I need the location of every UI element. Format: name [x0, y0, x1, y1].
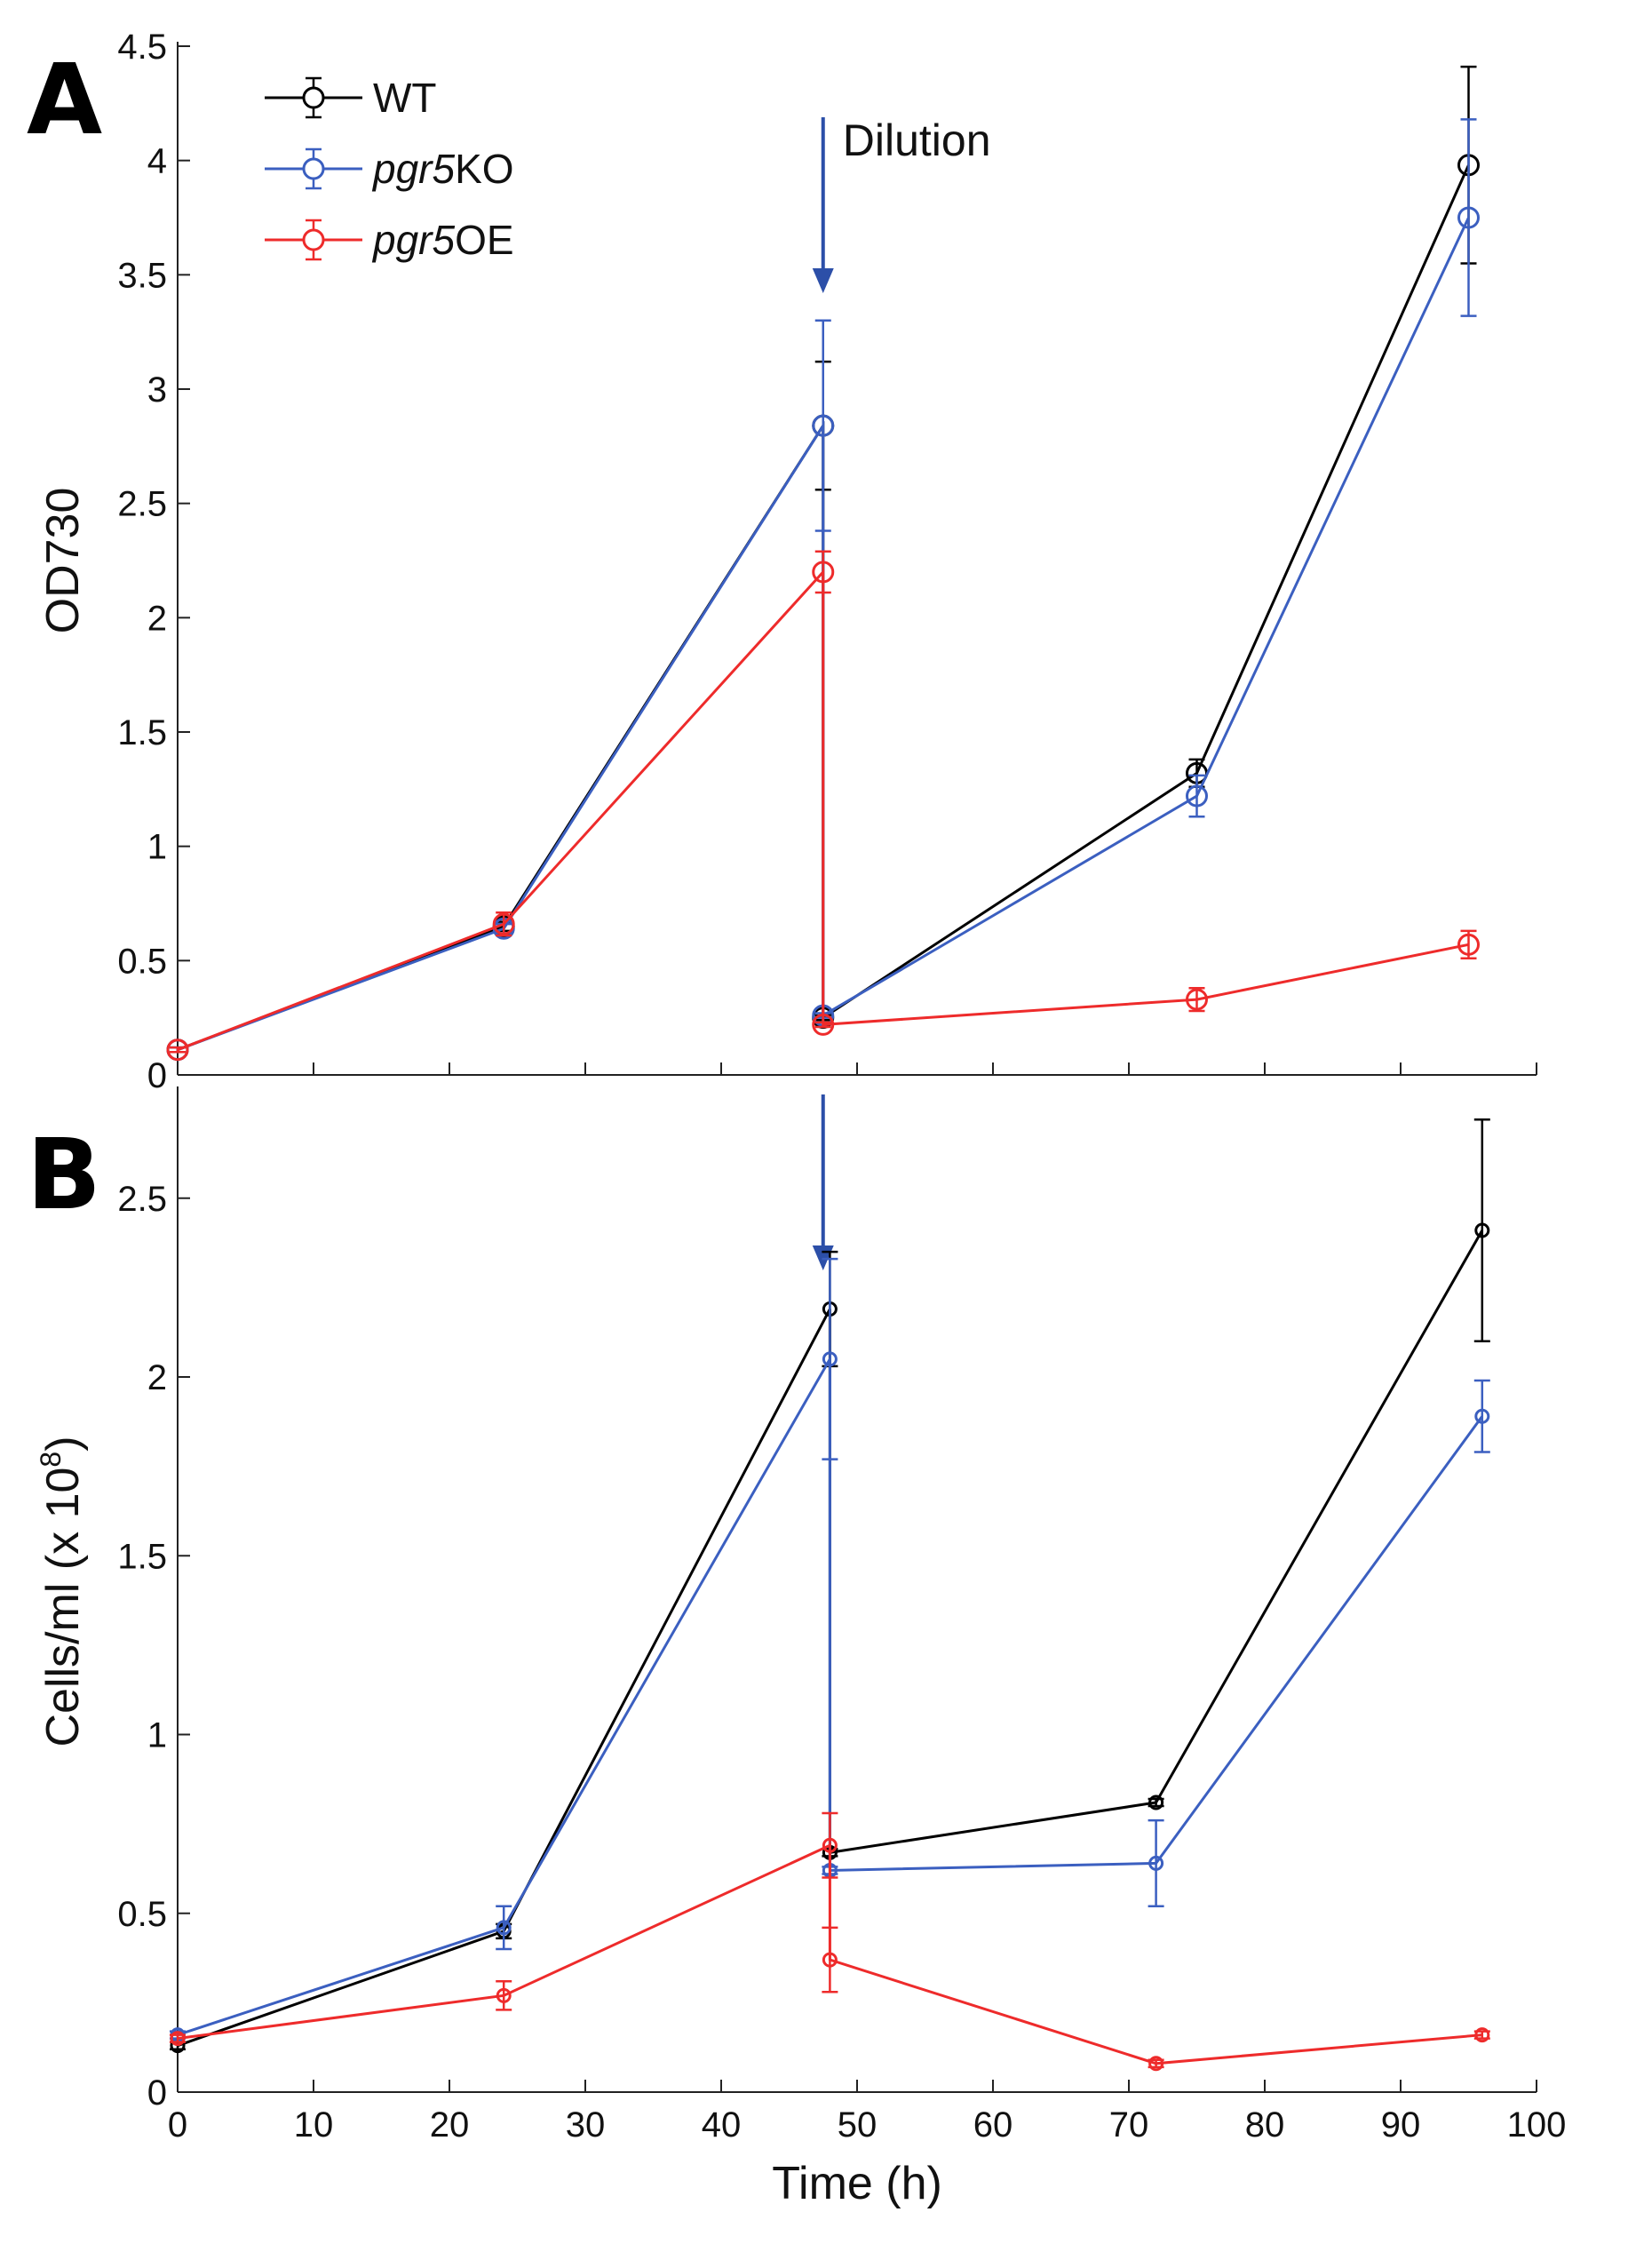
data-point [822, 1952, 838, 1968]
x-axis-title: Time (h) [772, 2158, 942, 2209]
legend-label-prefix: WT [373, 75, 437, 121]
y-axis-title-end: ) [37, 1436, 89, 1451]
y-tick-label: 2 [147, 1358, 167, 1397]
panel-a-plot: 0 0.5 1 1.5 2 2.5 3 3.5 4 4.5 OD730 A Dilution WT pgr5… [27, 28, 1537, 1095]
y-tick-label: 0 [147, 2073, 167, 2113]
y-tick-label: 0 [147, 1056, 167, 1095]
panel-label-a: A [27, 43, 102, 156]
x-tick-label: 90 [1381, 2105, 1421, 2145]
y-tick-label: 3.5 [117, 256, 167, 295]
data-point [1148, 1795, 1164, 1810]
series-pgr5oe [166, 550, 1480, 1062]
x-tick-label: 70 [1109, 2105, 1149, 2145]
y-tick-label: 0.5 [117, 942, 167, 981]
data-point [1148, 1855, 1164, 1871]
y-axis-title: OD730 [37, 488, 89, 634]
legend-label-wt: WT [373, 75, 437, 121]
data-point [822, 1837, 838, 1853]
x-tick-label: 60 [973, 2105, 1013, 2145]
legend-marker-oe [302, 228, 325, 251]
data-point [166, 1039, 189, 1062]
legend-label-prefix: pgr5 [371, 146, 455, 192]
y-tick-label: 4.5 [117, 28, 167, 67]
legend-label-suffix: OE [455, 217, 513, 263]
y-tick-label: 0.5 [117, 1895, 167, 1934]
series-pgr5oe [170, 1811, 1490, 2072]
x-tick-label: 50 [838, 2105, 878, 2145]
legend-label-prefix: pgr5 [371, 217, 455, 263]
x-tick-label: 0 [168, 2105, 187, 2145]
y-axis-title: Cells/ml (x 108) [35, 1436, 89, 1747]
data-point [1148, 2056, 1164, 2072]
data-point [1457, 206, 1480, 229]
data-point [1457, 933, 1480, 956]
data-point [822, 1351, 838, 1367]
series-line-pgr5oe [177, 1842, 1482, 2065]
data-point [1186, 988, 1208, 1011]
y-tick-label: 4 [147, 142, 167, 181]
data-point [1474, 2027, 1490, 2043]
y-tick-label: 1 [147, 828, 167, 867]
y-tick-label: 2.5 [117, 485, 167, 524]
data-point [496, 1987, 512, 2003]
legend-label-ko: pgr5KO [371, 146, 514, 192]
y-tick-label: 1.5 [117, 1537, 167, 1576]
x-tick-label: 100 [1507, 2105, 1567, 2145]
data-point [1474, 1222, 1490, 1238]
y-tick-label: 3 [147, 370, 167, 410]
data-point [492, 912, 515, 935]
data-point [812, 414, 835, 437]
y-axis-title-exponent: 8 [35, 1452, 67, 1468]
legend-label-oe: pgr5OE [371, 217, 514, 263]
y-tick-label: 1 [147, 1716, 167, 1755]
data-point [1186, 784, 1208, 808]
x-tick-label: 40 [702, 2105, 742, 2145]
legend-marker-ko [302, 157, 325, 180]
data-point [812, 1013, 835, 1036]
y-tick-label: 1.5 [117, 713, 167, 752]
panel-label-b: B [27, 1118, 101, 1231]
x-tick-label: 80 [1245, 2105, 1285, 2145]
data-point [812, 561, 835, 584]
panel-b-plot: 0 0.5 1 1.5 2 2.5 0 10 20 30 40 50 60 70 80 90 100 Cells/… [27, 1086, 1566, 2209]
data-point [496, 1920, 512, 1936]
x-tick-label: 20 [430, 2105, 470, 2145]
dilution-annotation: Dilution [843, 115, 991, 165]
series-pgr5ko [170, 1257, 1490, 2043]
dilution-arrowhead [812, 268, 834, 293]
legend-marker-wt [302, 86, 325, 109]
data-point [170, 2031, 186, 2047]
x-tick-label: 10 [294, 2105, 334, 2145]
y-tick-label: 2 [147, 599, 167, 638]
legend-label-suffix: KO [455, 146, 513, 192]
x-tick-label: 30 [566, 2105, 606, 2145]
series-line-pgr5ko [177, 1354, 1484, 2037]
y-tick-label: 2.5 [117, 1180, 167, 1219]
data-point [1474, 1408, 1490, 1424]
series-line-pgr5oe [177, 568, 1469, 1052]
